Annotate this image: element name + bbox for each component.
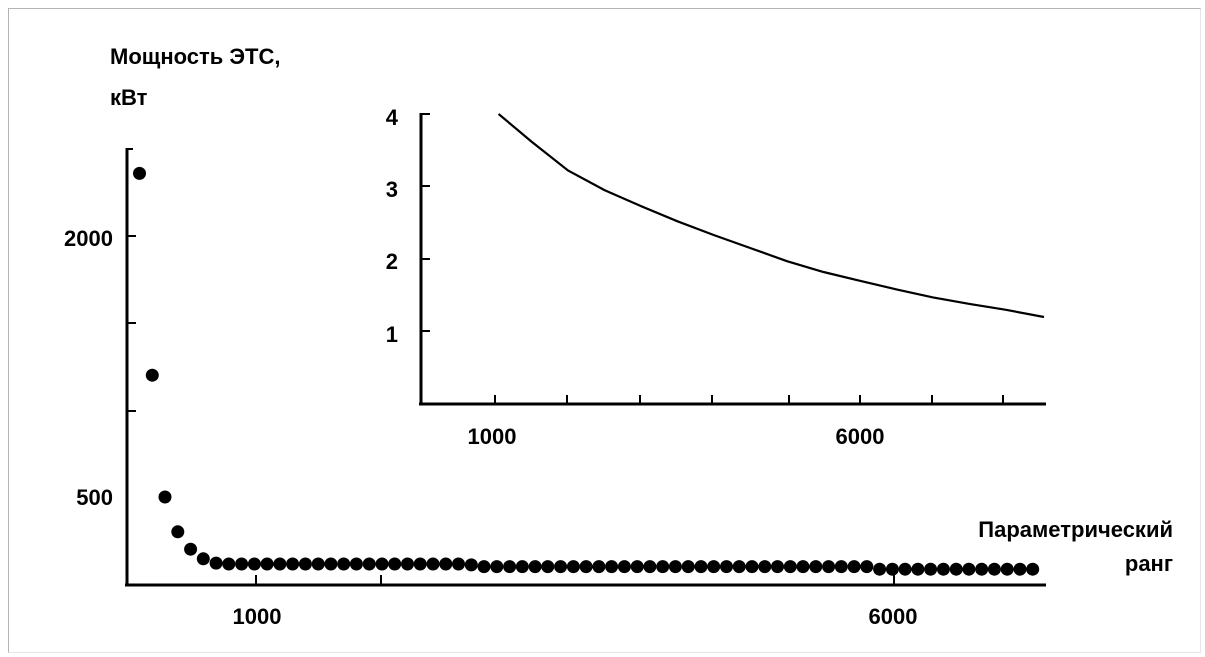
scatter-point xyxy=(834,560,848,574)
inset-series-line xyxy=(497,113,1045,319)
scatter-point xyxy=(987,562,1001,576)
scatter-point xyxy=(503,560,517,574)
scatter-point xyxy=(541,560,555,574)
scatter-point xyxy=(235,557,249,571)
main-xlabel-line1: Параметрический xyxy=(978,517,1173,542)
inset-y-tick-label-2: 2 xyxy=(386,249,398,274)
inset-y-tick-label-4: 4 xyxy=(386,105,399,130)
scatter-point xyxy=(1013,562,1027,576)
scatter-point xyxy=(298,557,312,571)
main-y-tick-label-2000: 2000 xyxy=(64,226,113,251)
scatter-point xyxy=(1000,562,1014,576)
scatter-point xyxy=(158,490,172,504)
scatter-point xyxy=(643,560,657,574)
scatter-point xyxy=(196,552,210,566)
scatter-point xyxy=(439,557,453,571)
scatter-point xyxy=(630,560,644,574)
scatter-point xyxy=(822,560,836,574)
scatter-point xyxy=(796,560,810,574)
scatter-point xyxy=(656,560,670,574)
scatter-point xyxy=(286,557,300,571)
scatter-point xyxy=(809,560,823,574)
scatter-point xyxy=(783,560,797,574)
scatter-point xyxy=(515,560,529,574)
scatter-point xyxy=(885,562,899,576)
scatter-point xyxy=(222,557,236,571)
scatter-point xyxy=(452,557,465,571)
scatter-point xyxy=(337,557,351,571)
scatter-point xyxy=(426,557,440,571)
scatter-point xyxy=(720,560,733,574)
scatter-point xyxy=(133,166,146,180)
scatter-point xyxy=(311,557,325,571)
main-ylabel-line2: кВт xyxy=(110,85,148,110)
scatter-point xyxy=(681,560,695,574)
main-x-tick-label-6000: 6000 xyxy=(869,604,918,629)
scatter-point xyxy=(924,562,938,576)
scatter-point xyxy=(145,368,159,382)
scatter-point xyxy=(362,557,376,571)
scatter-point xyxy=(745,560,759,574)
scatter-point xyxy=(758,560,772,574)
main-ylabel-line1: Мощность ЭТС, xyxy=(110,44,281,69)
scatter-point xyxy=(260,557,274,571)
scatter-point xyxy=(477,560,491,574)
scatter-point xyxy=(668,560,682,574)
scatter-point xyxy=(592,560,606,574)
scatter-point xyxy=(732,560,746,574)
scatter-point xyxy=(554,560,568,574)
inset-x-tick-label-6000: 6000 xyxy=(836,424,885,449)
main-x-tick-label-1000: 1000 xyxy=(233,604,282,629)
scatter-point xyxy=(847,560,861,574)
scatter-point xyxy=(898,562,912,576)
scatter-point xyxy=(936,562,950,576)
scatter-point xyxy=(184,542,198,556)
scatter-point xyxy=(388,557,402,571)
scatter-point xyxy=(873,562,887,576)
scatter-point xyxy=(579,560,593,574)
scatter-point xyxy=(605,560,619,574)
scatter-point xyxy=(413,557,427,571)
scatter-point xyxy=(707,560,721,574)
scatter-point xyxy=(617,560,631,574)
scatter-point xyxy=(694,560,708,574)
scatter-point xyxy=(771,560,784,574)
scatter-point xyxy=(860,560,874,574)
scatter-point xyxy=(975,562,989,576)
scatter-point xyxy=(247,557,261,571)
scatter-point xyxy=(464,558,478,572)
scatter-point xyxy=(949,562,963,576)
scatter-point xyxy=(490,560,504,574)
scatter-point xyxy=(375,557,389,571)
scatter-point xyxy=(911,562,925,576)
scatter-point xyxy=(401,557,414,571)
main-y-tick-label-500: 500 xyxy=(76,485,113,510)
scatter-point xyxy=(273,557,287,571)
inset-y-tick-label-1: 1 xyxy=(386,322,398,347)
inset-y-tick-label-3: 3 xyxy=(386,177,398,202)
scatter-point xyxy=(566,560,580,574)
main-series-points xyxy=(133,166,1040,576)
inset-x-tick-label-1000: 1000 xyxy=(468,424,517,449)
scatter-point xyxy=(962,562,976,576)
scatter-point xyxy=(528,560,542,574)
scatter-point xyxy=(171,525,185,539)
chart-frame xyxy=(8,8,1201,653)
scatter-point xyxy=(324,557,338,571)
scatter-point xyxy=(209,556,223,570)
main-xlabel-line2: ранг xyxy=(1125,551,1173,576)
scatter-point xyxy=(1026,562,1040,576)
scatter-point xyxy=(349,557,363,571)
